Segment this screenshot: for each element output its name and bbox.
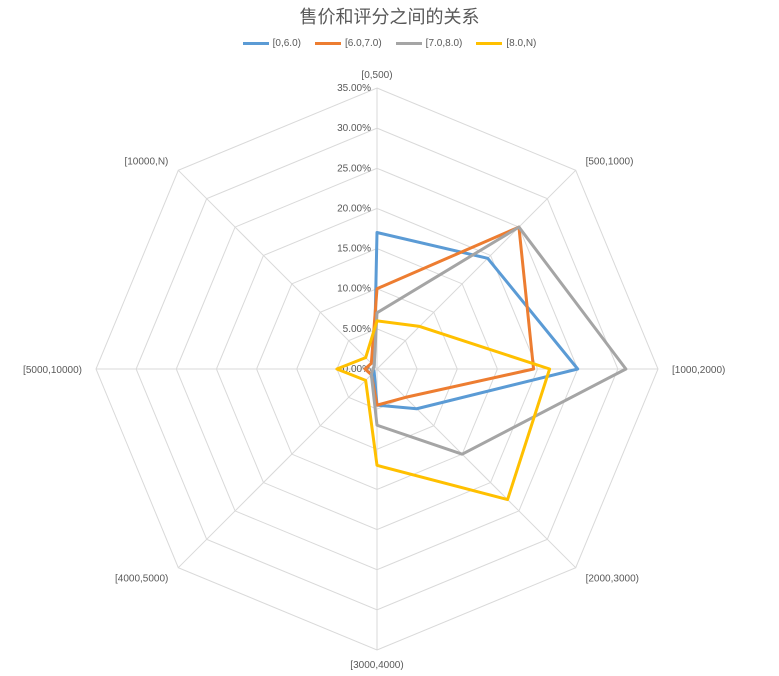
legend-swatch	[314, 42, 341, 45]
category-label: [10000,N)	[124, 156, 168, 167]
legend-label: [6.0,7.0)	[344, 38, 382, 49]
legend-label: [7.0,8.0)	[425, 38, 463, 49]
legend-item: [0,6.0)	[242, 38, 301, 49]
tick-label: 20.00%	[337, 203, 371, 214]
grid-spoke	[177, 368, 378, 569]
grid-spoke	[376, 169, 577, 370]
legend-swatch	[395, 42, 422, 45]
tick-label: 5.00%	[343, 324, 371, 335]
category-label: [0,500)	[361, 70, 392, 81]
tick-label: 10.00%	[337, 284, 371, 295]
grid-spoke	[376, 368, 577, 569]
legend-label: [8.0,N)	[506, 38, 537, 49]
tick-label: 0.00%	[343, 364, 371, 375]
tick-label: 30.00%	[337, 123, 371, 134]
legend-swatch	[242, 42, 269, 45]
category-label: [3000,4000)	[350, 660, 403, 671]
category-label: [500,1000)	[586, 156, 634, 167]
category-label: [5000,10000)	[23, 365, 82, 376]
tick-label: 25.00%	[337, 163, 371, 174]
tick-label: 15.00%	[337, 244, 371, 255]
series-line	[335, 319, 552, 502]
legend-item: [8.0,N)	[476, 38, 536, 49]
chart-title: 售价和评分之间的关系	[299, 7, 480, 28]
series-line	[369, 225, 628, 456]
grid-spoke	[177, 169, 378, 370]
category-label: [2000,3000)	[586, 574, 639, 585]
legend: [0,6.0) [6.0,7.0) [7.0,8.0) [8.0,N)	[0, 38, 779, 49]
category-label: [4000,5000)	[115, 574, 168, 585]
legend-item: [7.0,8.0)	[395, 38, 463, 49]
legend-label: [0,6.0)	[272, 38, 301, 49]
legend-swatch	[476, 42, 503, 45]
series-line	[363, 225, 536, 407]
tick-label: 35.00%	[337, 83, 371, 94]
legend-item: [6.0,7.0)	[314, 38, 382, 49]
category-label: [1000,2000)	[672, 365, 725, 376]
